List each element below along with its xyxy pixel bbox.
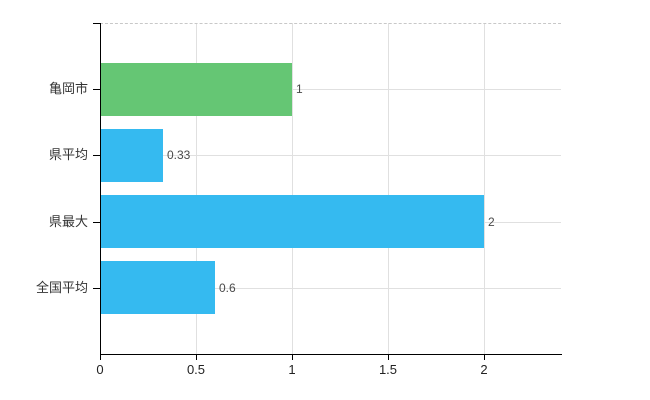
bar: [101, 129, 163, 182]
bar: [101, 63, 292, 116]
x-axis-tick: [292, 355, 293, 360]
x-tick-label: 1: [288, 362, 296, 377]
y-axis-line: [100, 23, 101, 355]
x-tick-label: 0.5: [186, 362, 206, 377]
horizontal-gridline: [100, 155, 561, 156]
horizontal-gridline: [100, 288, 561, 289]
bar-value-label: 0.6: [219, 281, 236, 295]
category-label: 亀岡市: [48, 81, 88, 96]
x-tick-label: 0: [96, 362, 104, 377]
horizontal-gridline: [100, 89, 561, 90]
bar: [101, 261, 215, 314]
x-axis-tick: [484, 355, 485, 360]
vertical-gridline: [196, 23, 197, 354]
y-axis-tick: [93, 288, 100, 289]
x-axis-tick: [388, 355, 389, 360]
vertical-gridline: [292, 23, 293, 354]
vertical-gridline: [388, 23, 389, 354]
x-axis-tick: [100, 355, 101, 360]
y-axis-top-tick: [93, 23, 100, 24]
y-axis-tick: [93, 222, 100, 223]
x-axis-tick: [196, 355, 197, 360]
x-tick-label: 1.5: [378, 362, 398, 377]
y-axis-tick: [93, 155, 100, 156]
category-label: 県最大: [48, 214, 88, 229]
y-axis-tick: [93, 89, 100, 90]
bar-value-label: 1: [296, 82, 303, 96]
bar-value-label: 0.33: [167, 148, 191, 162]
vertical-gridline: [484, 23, 485, 354]
x-tick-label: 2: [480, 362, 488, 377]
category-label: 全国平均: [35, 280, 88, 295]
plot-top-border: [100, 23, 561, 24]
category-label: 県平均: [48, 147, 88, 162]
bar-value-label: 2: [488, 215, 495, 229]
x-axis-line: [100, 354, 562, 355]
bar: [101, 195, 484, 248]
